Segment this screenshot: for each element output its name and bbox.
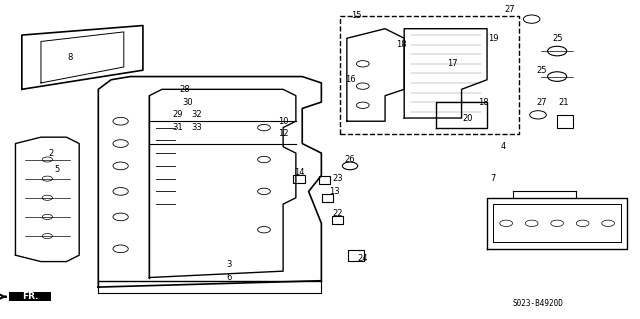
Text: 5: 5 <box>54 165 60 174</box>
Text: 8: 8 <box>67 53 72 62</box>
Text: 13: 13 <box>329 187 339 196</box>
Text: 18: 18 <box>396 40 406 49</box>
Bar <box>348 249 364 261</box>
Bar <box>340 16 519 134</box>
Text: 19: 19 <box>488 34 499 43</box>
Text: 33: 33 <box>192 123 202 132</box>
Text: 15: 15 <box>351 11 362 20</box>
Text: 22: 22 <box>332 209 342 218</box>
Text: 10: 10 <box>278 117 289 126</box>
Text: 2: 2 <box>48 149 53 158</box>
Bar <box>9 292 51 301</box>
Text: 26: 26 <box>345 155 355 164</box>
Text: 32: 32 <box>192 110 202 119</box>
Text: 12: 12 <box>278 130 289 138</box>
Bar <box>332 216 343 224</box>
Bar <box>293 175 305 182</box>
Text: 28: 28 <box>179 85 189 94</box>
Bar <box>319 176 330 184</box>
Bar <box>557 115 573 128</box>
Text: 27: 27 <box>504 5 515 14</box>
Text: 7: 7 <box>491 174 496 183</box>
Text: 29: 29 <box>173 110 183 119</box>
Text: 25: 25 <box>552 34 563 43</box>
Text: 16: 16 <box>345 75 355 84</box>
Text: S023-B4920D: S023-B4920D <box>513 299 563 308</box>
Text: 31: 31 <box>173 123 183 132</box>
Text: 27: 27 <box>536 98 547 107</box>
Text: 21: 21 <box>558 98 569 107</box>
Text: 20: 20 <box>463 114 473 122</box>
Text: 24: 24 <box>358 254 368 263</box>
Bar <box>322 194 333 202</box>
Text: 17: 17 <box>447 59 458 68</box>
Text: 23: 23 <box>332 174 342 183</box>
Text: 3: 3 <box>227 260 232 269</box>
Text: 4: 4 <box>500 142 506 151</box>
Text: 30: 30 <box>182 98 193 107</box>
Text: FR.: FR. <box>22 292 38 301</box>
Text: 18: 18 <box>479 98 489 107</box>
Text: 6: 6 <box>227 273 232 282</box>
Text: 14: 14 <box>294 168 304 177</box>
Text: 25: 25 <box>536 66 547 75</box>
